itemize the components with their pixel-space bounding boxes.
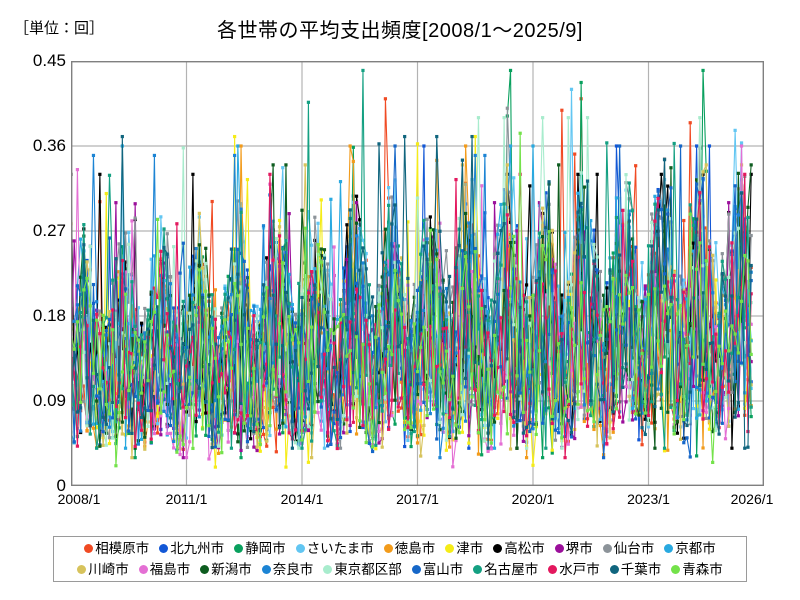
legend-item-label: 水戸市 xyxy=(559,561,600,577)
data-series xyxy=(71,134,753,450)
y-axis-tick-label: 0.18 xyxy=(32,306,66,325)
legend-item[interactable]: 川崎市 xyxy=(77,563,129,577)
legend-item[interactable]: 奈良市 xyxy=(261,561,314,577)
data-series xyxy=(71,131,753,468)
legend-color-dot-icon xyxy=(261,565,271,574)
legend-item-label: 相模原市 xyxy=(95,540,150,556)
x-axis-tick-label: 2008/1 xyxy=(57,491,101,507)
x-axis-tick-label: 2020/1 xyxy=(511,491,555,507)
legend-item[interactable]: 青森市 xyxy=(671,563,723,577)
legend-item-label: 北九州市 xyxy=(170,540,225,556)
legend-item[interactable]: 堺市 xyxy=(554,540,593,556)
legend-item[interactable]: さいたま市 xyxy=(295,540,374,556)
legend-item[interactable]: 新潟市 xyxy=(200,563,252,577)
legend-color-dot-icon xyxy=(609,565,619,574)
legend-item-label: 堺市 xyxy=(565,540,593,556)
legend-color-dot-icon xyxy=(671,565,681,574)
legend-item-label: 新潟市 xyxy=(211,561,252,577)
legend-color-dot-icon xyxy=(554,544,564,553)
series-canvas xyxy=(71,61,764,486)
legend-item-label: 高松市 xyxy=(504,540,545,556)
legend: 相模原市 北九州市 静岡市 さいたま市 徳島市 津市 高松市 堺市 仙台市 京都市川崎市 福島市 新潟… xyxy=(53,536,747,582)
legend-item-label: 京都市 xyxy=(675,540,716,556)
legend-item[interactable]: 仙台市 xyxy=(602,540,655,556)
y-axis-tick-label: 0.45 xyxy=(32,51,66,70)
legend-item-label: 福島市 xyxy=(149,561,191,577)
legend-color-dot-icon xyxy=(295,544,305,553)
x-axis-tick-label: 2014/1 xyxy=(280,491,324,507)
legend-item-label: 富山市 xyxy=(422,561,464,577)
legend-color-dot-icon xyxy=(664,544,674,553)
legend-item[interactable]: 千葉市 xyxy=(609,561,662,577)
legend-item[interactable]: 福島市 xyxy=(138,561,191,577)
legend-item[interactable]: 徳島市 xyxy=(383,540,436,556)
legend-item[interactable]: 京都市 xyxy=(664,542,716,556)
legend-color-dot-icon xyxy=(445,544,455,553)
legend-row: 相模原市 北九州市 静岡市 さいたま市 徳島市 津市 高松市 堺市 仙台市 京都市 xyxy=(54,538,746,559)
y-axis-tick-label: 0 xyxy=(56,476,66,495)
legend-color-dot-icon xyxy=(77,565,87,574)
legend-color-dot-icon xyxy=(493,544,503,553)
legend-item-label: 東京都区部 xyxy=(334,561,402,577)
legend-item-label: 青森市 xyxy=(682,561,723,577)
y-axis-tick-label: 0.27 xyxy=(32,221,66,240)
legend-item-label: 仙台市 xyxy=(613,540,655,556)
legend-item-label: 千葉市 xyxy=(620,561,662,577)
legend-color-dot-icon xyxy=(602,544,612,553)
legend-color-dot-icon xyxy=(548,565,558,574)
legend-item[interactable]: 北九州市 xyxy=(159,542,224,556)
legend-item-label: 静岡市 xyxy=(245,540,286,556)
legend-item-label: さいたま市 xyxy=(306,540,374,556)
legend-item-label: 津市 xyxy=(456,540,484,556)
legend-item[interactable]: 静岡市 xyxy=(234,542,286,556)
x-axis-tick-label: 2017/1 xyxy=(396,491,439,507)
x-axis-tick-label: 2011/1 xyxy=(165,491,208,507)
legend-item[interactable]: 津市 xyxy=(445,542,483,556)
x-axis-tick-label: 2023/1 xyxy=(627,491,670,507)
legend-color-dot-icon xyxy=(159,544,169,553)
legend-item-label: 川崎市 xyxy=(88,561,129,577)
legend-item[interactable]: 水戸市 xyxy=(548,563,600,577)
legend-color-dot-icon xyxy=(138,565,148,574)
page-title: 各世帯の平均支出頻度[2008/1〜2025/9] xyxy=(217,20,583,42)
legend-item[interactable]: 高松市 xyxy=(493,542,545,556)
legend-color-dot-icon xyxy=(411,565,421,574)
legend-item-label: 名古屋市 xyxy=(484,561,539,577)
legend-color-dot-icon xyxy=(84,544,94,553)
legend-item[interactable]: 東京都区部 xyxy=(323,563,402,577)
legend-color-dot-icon xyxy=(234,544,244,553)
legend-color-dot-icon xyxy=(473,565,483,574)
legend-color-dot-icon xyxy=(323,565,333,574)
y-axis-tick-label: 0.36 xyxy=(32,136,66,155)
legend-item-label: 奈良市 xyxy=(272,561,314,577)
legend-color-dot-icon xyxy=(383,544,393,553)
unit-label: ［単位：回］ xyxy=(14,20,105,37)
legend-item[interactable]: 富山市 xyxy=(411,561,464,577)
legend-item[interactable]: 相模原市 xyxy=(84,542,149,556)
x-axis-tick-label: 2026/1 xyxy=(730,491,774,507)
plot-area xyxy=(71,61,764,486)
legend-row: 川崎市 福島市 新潟市 奈良市 東京都区部 富山市 名古屋市 水戸市 千葉市 青森市 xyxy=(54,559,746,580)
legend-item[interactable]: 名古屋市 xyxy=(473,563,538,577)
y-axis-tick-label: 0.09 xyxy=(32,391,66,410)
legend-color-dot-icon xyxy=(200,565,210,574)
legend-item-label: 徳島市 xyxy=(394,540,436,556)
